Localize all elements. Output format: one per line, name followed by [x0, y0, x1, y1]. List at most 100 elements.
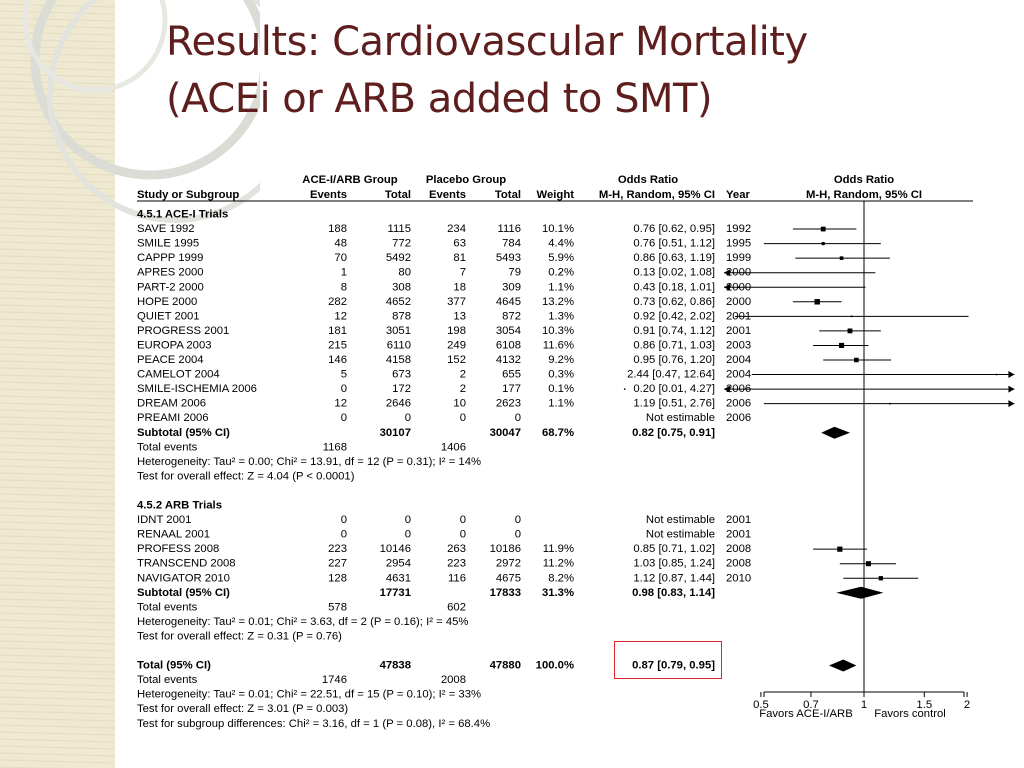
sidebar-stripe	[0, 206, 115, 211]
ci-value: Not estimable	[646, 514, 715, 526]
sidebar-stripe	[0, 150, 115, 155]
sidebar-stripe	[0, 745, 115, 750]
ctl-total-value: 872	[502, 310, 521, 322]
ci-value: Not estimable	[646, 529, 715, 541]
sidebar-stripe	[0, 297, 115, 302]
col-weight: Weight	[537, 189, 575, 201]
page-title: Results: Cardiovascular Mortality (ACEi …	[166, 14, 808, 128]
sidebar-stripe	[0, 675, 115, 680]
study-label: NAVIGATOR 2010	[137, 572, 230, 584]
summary-note: Heterogeneity: Tau² = 0.01; Chi² = 3.63,…	[137, 616, 468, 628]
header-odds-ratio-plot: Odds Ratio	[834, 174, 894, 186]
point-estimate	[854, 357, 859, 363]
sidebar-stripe	[0, 269, 115, 274]
ci-value: 0.76 [0.62, 0.95]	[633, 223, 715, 235]
sidebar-stripe	[0, 479, 115, 484]
sidebar-stripe	[0, 66, 115, 71]
sidebar-stripe	[0, 164, 115, 169]
ctl-events-value: 10	[453, 398, 466, 410]
point-estimate	[878, 576, 883, 581]
exp-total-value: 172	[392, 383, 411, 395]
sidebar-stripe	[0, 458, 115, 463]
point-estimate	[889, 402, 891, 405]
ctl-total-value: 47880	[490, 660, 521, 672]
study-label: DREAM 2006	[137, 398, 206, 410]
ci-arrow-right	[1008, 400, 1015, 408]
year-value: 2008	[726, 543, 751, 555]
favors-right-label: Favors control	[874, 708, 946, 720]
weight-value: 8.2%	[548, 572, 574, 584]
ctl-total-value: 79	[508, 267, 521, 279]
sidebar-stripe	[0, 759, 115, 764]
exp-total-value: 0	[405, 529, 411, 541]
weight-value: 11.9%	[543, 543, 574, 555]
sidebar-stripe	[0, 416, 115, 421]
ci-value: 0.82 [0.75, 0.91]	[632, 427, 715, 439]
point-estimate	[837, 546, 843, 552]
study-label: SMILE 1995	[137, 238, 199, 250]
ci-value: Not estimable	[646, 412, 715, 424]
sidebar-stripe	[0, 430, 115, 435]
study-label: IDNT 2001	[137, 514, 191, 526]
ci-value: 0.95 [0.76, 1.20]	[633, 354, 715, 366]
point-estimate	[865, 561, 871, 567]
total-events-exp: 1746	[322, 674, 347, 686]
ci-value: 0.87 [0.79, 0.95]	[632, 660, 715, 672]
sidebar-texture	[0, 3, 115, 768]
exp-total-value: 4631	[386, 572, 411, 584]
weight-value: 1.1%	[548, 398, 574, 410]
sidebar-stripe	[0, 542, 115, 547]
study-label: QUIET 2001	[137, 310, 200, 322]
summary-note: Test for overall effect: Z = 4.04 (P < 0…	[137, 470, 355, 482]
ci-value: 1.19 [0.51, 2.76]	[633, 398, 715, 410]
exp-events-value: 70	[334, 252, 347, 264]
sidebar-stripe	[0, 717, 115, 722]
sidebar-stripe	[0, 451, 115, 456]
summary-note: Heterogeneity: Tau² = 0.00; Chi² = 13.91…	[137, 456, 481, 468]
sidebar-stripe	[0, 549, 115, 554]
ctl-events-value: 81	[453, 252, 466, 264]
col-exp-events: Events	[310, 189, 347, 201]
exp-total-value: 3051	[386, 325, 411, 337]
ci-arrow-left	[723, 385, 730, 393]
year-value: 2001	[726, 529, 751, 541]
subgroup-header: 4.5.2 ARB Trials	[137, 500, 222, 512]
ctl-events-value: 223	[447, 558, 466, 570]
year-value: 2010	[726, 572, 751, 584]
weight-value: 9.2%	[548, 354, 574, 366]
summary-note: Total events	[137, 441, 198, 453]
exp-events-value: 8	[341, 281, 347, 293]
point-estimate	[847, 328, 853, 334]
forest-table: ACE-I/ARB Group Placebo Group Odds Ratio Od…	[137, 174, 970, 730]
year-value: 2008	[726, 558, 751, 570]
sidebar-stripe	[0, 178, 115, 183]
ci-value: 0.43 [0.18, 1.01]	[633, 281, 715, 293]
year-value: 2001	[726, 325, 751, 337]
sidebar-stripe	[0, 493, 115, 498]
x-tick-label: 2	[964, 699, 970, 711]
sidebar-stripe	[0, 255, 115, 260]
study-label: PREAMI 2006	[137, 412, 209, 424]
sidebar-stripe	[0, 276, 115, 281]
ci-value: 1.03 [0.85, 1.24]	[633, 558, 715, 570]
exp-events-value: 223	[328, 543, 347, 555]
sidebar-stripe	[0, 584, 115, 589]
exp-total-value: 878	[392, 310, 411, 322]
year-value: 2004	[726, 369, 751, 381]
header-control-group: Placebo Group	[426, 174, 506, 186]
ctl-total-value: 784	[502, 238, 521, 250]
sidebar-stripe	[0, 521, 115, 526]
ci-arrow-left	[723, 283, 730, 291]
study-label: CAMELOT 2004	[137, 369, 220, 381]
weight-value: 13.2%	[542, 296, 574, 308]
point-estimate	[820, 226, 826, 232]
favors-left-label: Favors ACE-I/ARB	[759, 708, 853, 720]
point-estimate	[850, 315, 853, 318]
exp-events-value: 1	[341, 267, 347, 279]
summary-diamond	[836, 586, 884, 599]
ci-value: 0.92 [0.42, 2.02]	[633, 310, 715, 322]
ctl-events-value: 7	[460, 267, 466, 279]
point-estimate	[839, 342, 845, 349]
study-label: RENAAL 2001	[137, 529, 210, 541]
ctl-total-value: 5493	[496, 252, 521, 264]
